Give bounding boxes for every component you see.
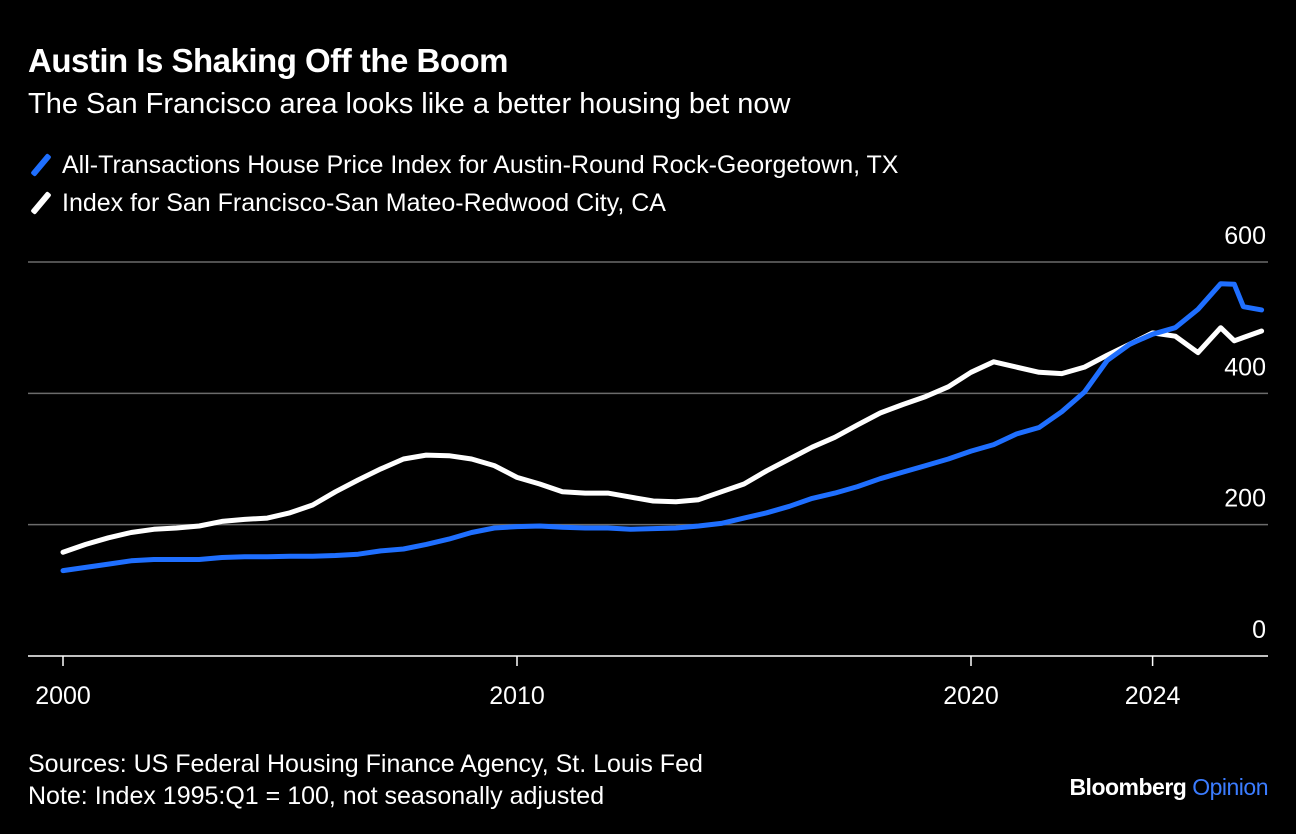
sources-note: Sources: US Federal Housing Finance Agen…	[28, 750, 703, 778]
chart-subtitle: The San Francisco area looks like a bett…	[28, 88, 791, 120]
y-tick-label-0: 0	[1252, 616, 1266, 644]
bloomberg-opinion-logo: Bloomberg Opinion	[1069, 774, 1268, 801]
series-line-san-francisco	[60, 325, 1265, 555]
legend: All-Transactions House Price Index for A…	[28, 146, 899, 222]
y-tick-label-600: 600	[1224, 222, 1266, 250]
x-tick-label-2010: 2010	[489, 682, 545, 710]
y-tick-label-400: 400	[1224, 353, 1266, 381]
x-tick-label-2024: 2024	[1125, 682, 1181, 710]
x-tick-label-2000: 2000	[35, 682, 91, 710]
legend-item-san-francisco: Index for San Francisco-San Mateo-Redwoo…	[28, 184, 899, 222]
brand-name: Bloomberg	[1069, 774, 1187, 800]
y-tick-label-200: 200	[1224, 485, 1266, 513]
index-note: Note: Index 1995:Q1 = 100, not seasonall…	[28, 782, 605, 810]
legend-label-san-francisco: Index for San Francisco-San Mateo-Redwoo…	[62, 188, 666, 217]
legend-item-austin: All-Transactions House Price Index for A…	[28, 146, 899, 184]
chart-title: Austin Is Shaking Off the Boom	[28, 42, 509, 79]
x-tick-label-2020: 2020	[943, 682, 999, 710]
brand-product: Opinion	[1192, 774, 1268, 800]
footer: Sources: US Federal Housing Finance Agen…	[28, 748, 703, 812]
series-line-austin	[60, 281, 1265, 574]
legend-label-austin: All-Transactions House Price Index for A…	[62, 150, 899, 179]
